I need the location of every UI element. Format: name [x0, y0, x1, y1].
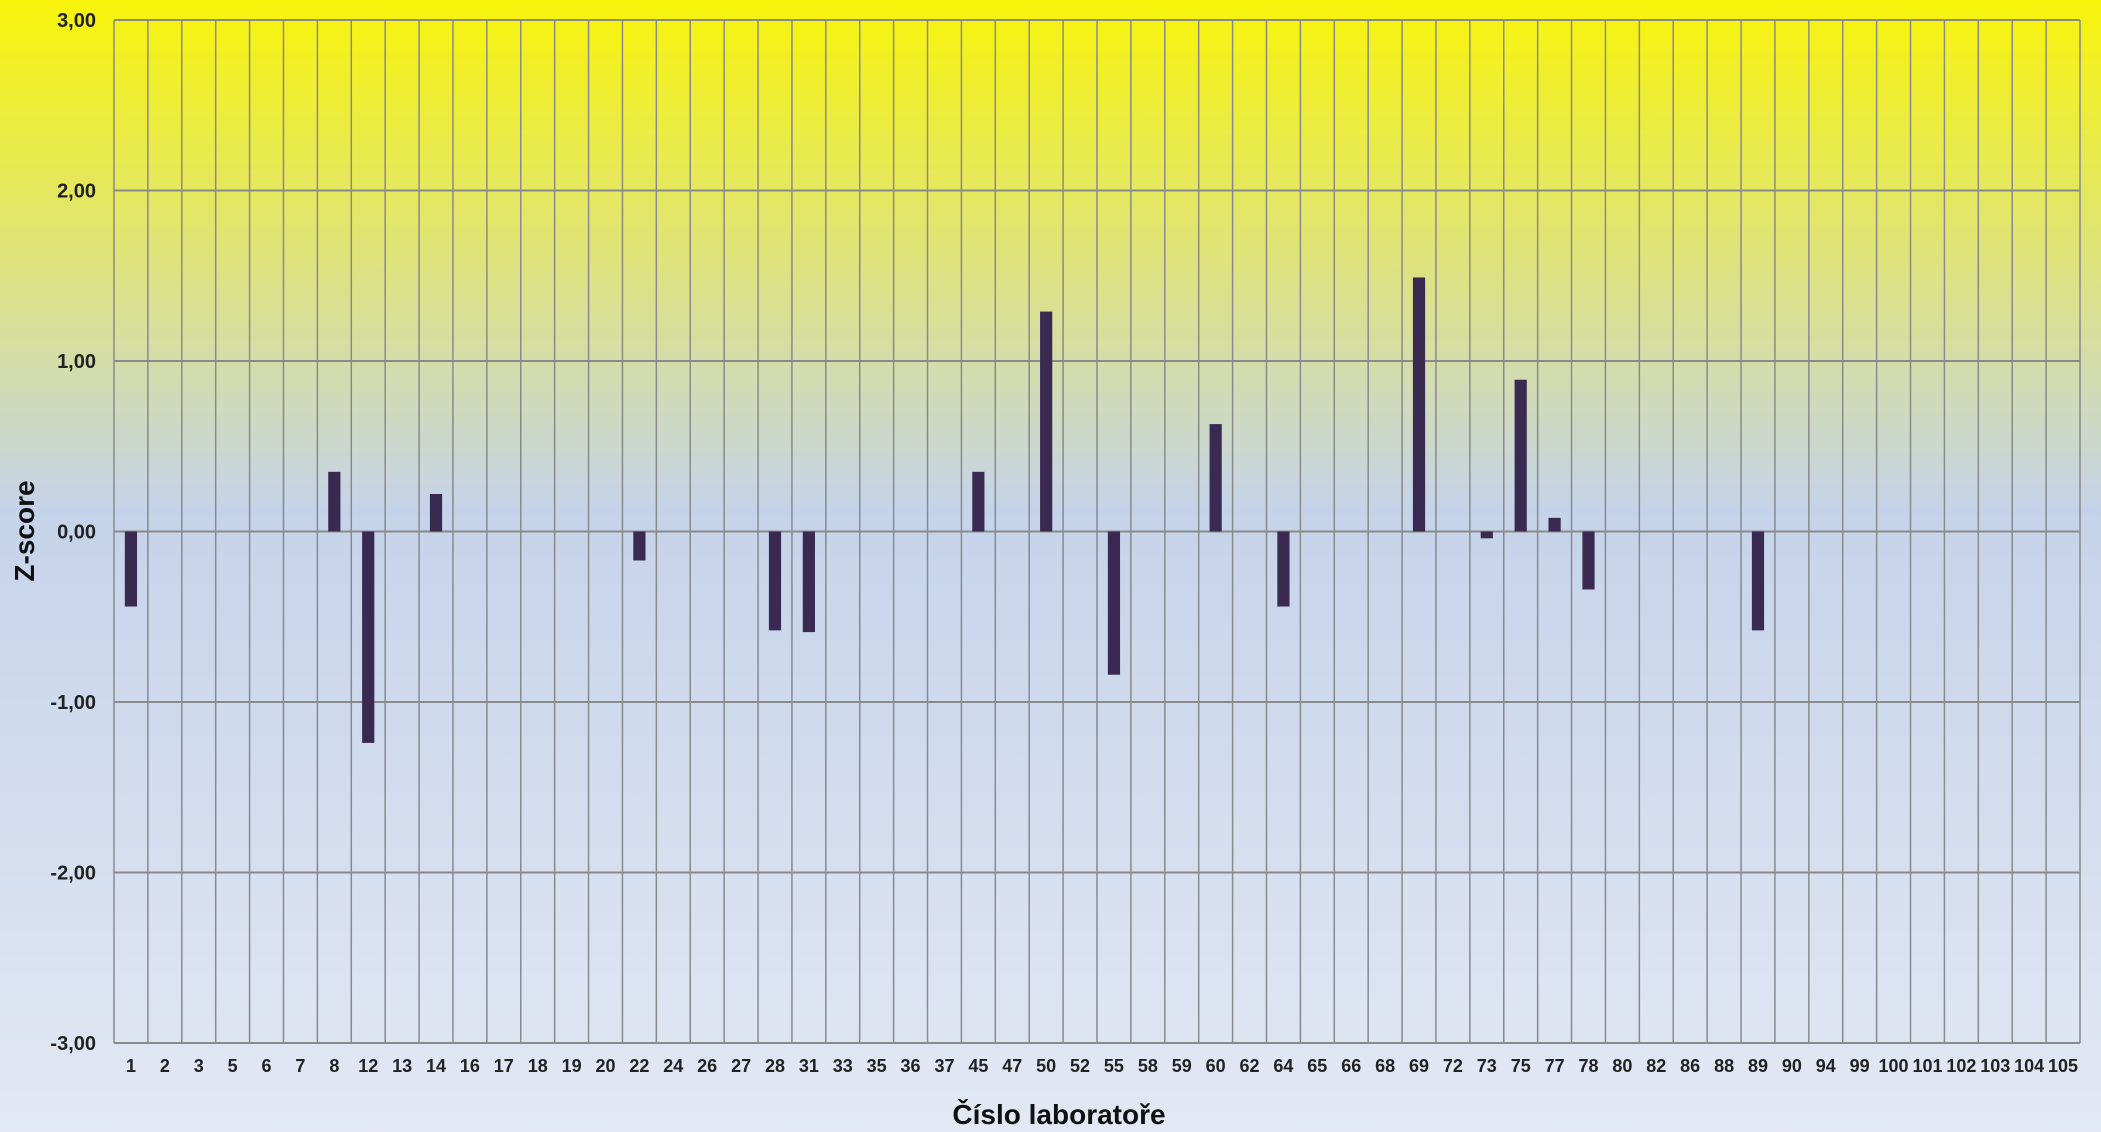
- y-tick-label: 1,00: [57, 351, 96, 373]
- x-tick-label: 104: [2014, 1056, 2044, 1076]
- y-tick-label: 3,00: [57, 10, 96, 32]
- x-tick-label: 60: [1206, 1056, 1226, 1076]
- bar-lab-1: [124, 531, 138, 607]
- x-tick-label: 24: [663, 1056, 683, 1076]
- x-tick-label: 6: [262, 1056, 272, 1076]
- x-tick-label: 58: [1138, 1056, 1158, 1076]
- x-tick-label: 69: [1409, 1056, 1429, 1076]
- x-tick-label: 52: [1070, 1056, 1090, 1076]
- x-tick-label: 64: [1273, 1056, 1293, 1076]
- x-tick-label: 103: [1980, 1056, 2010, 1076]
- x-tick-label: 19: [562, 1056, 582, 1076]
- x-tick-label: 37: [934, 1056, 954, 1076]
- y-tick-labels: -3,00 -2,00 -1,00 0,00 1,00 2,00 3,00: [50, 10, 96, 1055]
- bar-lab-64: [1277, 531, 1290, 607]
- x-tick-label: 102: [1946, 1056, 1976, 1076]
- bar-lab-89: [1751, 531, 1765, 631]
- x-tick-label: 88: [1714, 1056, 1734, 1076]
- x-tick-label: 65: [1307, 1056, 1327, 1076]
- x-tick-label: 78: [1578, 1056, 1598, 1076]
- x-tick-label: 90: [1782, 1056, 1802, 1076]
- x-tick-label: 33: [833, 1056, 853, 1076]
- x-tick-label: 62: [1240, 1056, 1260, 1076]
- y-tick-label: 2,00: [57, 181, 96, 203]
- bar-lab-31: [802, 531, 815, 633]
- x-tick-label: 86: [1680, 1056, 1700, 1076]
- x-tick-label: 101: [1912, 1056, 1942, 1076]
- x-tick-label: 77: [1545, 1056, 1565, 1076]
- x-tick-label: 5: [228, 1056, 238, 1076]
- bar-lab-22: [633, 531, 646, 561]
- x-tick-label: 14: [426, 1056, 446, 1076]
- x-tick-label: 99: [1850, 1056, 1870, 1076]
- bar-lab-14: [429, 493, 443, 532]
- x-tick-label: 8: [329, 1056, 339, 1076]
- bar-lab-69: [1412, 277, 1426, 532]
- x-tick-label: 89: [1748, 1056, 1768, 1076]
- x-tick-label: 82: [1646, 1056, 1666, 1076]
- bar-lab-50: [1040, 311, 1053, 532]
- bar-lab-77: [1548, 517, 1561, 532]
- x-tick-labels: 1 2 3 5 6 7 8 12 13 14 16 17 18 19 20 22 24 26 27 28 31 33 35 3…: [126, 1056, 2078, 1076]
- x-tick-label: 47: [1002, 1056, 1022, 1076]
- y-tick-label: -3,00: [50, 1033, 96, 1055]
- bar-lab-78: [1582, 531, 1595, 590]
- x-tick-label: 59: [1172, 1056, 1192, 1076]
- x-tick-label: 45: [968, 1056, 988, 1076]
- x-tick-label: 75: [1511, 1056, 1531, 1076]
- y-tick-label: -2,00: [50, 863, 96, 885]
- grid-lines: [113, 19, 2081, 1044]
- x-tick-label: 80: [1612, 1056, 1632, 1076]
- y-tick-label: -1,00: [50, 692, 96, 714]
- bar-lab-60: [1209, 424, 1222, 532]
- x-tick-label: 94: [1816, 1056, 1836, 1076]
- x-tick-label: 22: [629, 1056, 649, 1076]
- x-tick-label: 17: [494, 1056, 514, 1076]
- bar-lab-55: [1107, 531, 1121, 675]
- x-tick-label: 31: [799, 1056, 819, 1076]
- x-tick-label: 66: [1341, 1056, 1361, 1076]
- x-tick-label: 100: [1879, 1056, 1909, 1076]
- x-tick-label: 1: [126, 1056, 136, 1076]
- bar-lab-8: [328, 471, 341, 532]
- bar-lab-12: [362, 531, 375, 743]
- bar-lab-45: [972, 471, 985, 532]
- y-axis-title: Z-score: [9, 480, 40, 581]
- x-tick-label: 18: [528, 1056, 548, 1076]
- x-tick-label: 105: [2048, 1056, 2078, 1076]
- x-tick-label: 28: [765, 1056, 785, 1076]
- x-tick-label: 7: [295, 1056, 305, 1076]
- x-tick-label: 16: [460, 1056, 480, 1076]
- x-tick-label: 36: [901, 1056, 921, 1076]
- x-tick-label: 26: [697, 1056, 717, 1076]
- x-tick-label: 20: [595, 1056, 615, 1076]
- x-tick-label: 50: [1036, 1056, 1056, 1076]
- x-tick-label: 68: [1375, 1056, 1395, 1076]
- x-tick-label: 3: [194, 1056, 204, 1076]
- x-tick-label: 12: [358, 1056, 378, 1076]
- bars: [124, 277, 1765, 743]
- x-tick-label: 27: [731, 1056, 751, 1076]
- x-tick-label: 35: [867, 1056, 887, 1076]
- bar-lab-28: [768, 531, 782, 631]
- x-tick-label: 73: [1477, 1056, 1497, 1076]
- bar-lab-75: [1514, 379, 1527, 532]
- x-tick-label: 72: [1443, 1056, 1463, 1076]
- x-tick-label: 13: [392, 1056, 412, 1076]
- x-tick-label: 2: [160, 1056, 170, 1076]
- x-axis-title: Číslo laboratoře: [952, 1098, 1165, 1130]
- x-tick-label: 55: [1104, 1056, 1124, 1076]
- y-tick-label: 0,00: [57, 522, 96, 544]
- bar-lab-73: [1480, 531, 1493, 539]
